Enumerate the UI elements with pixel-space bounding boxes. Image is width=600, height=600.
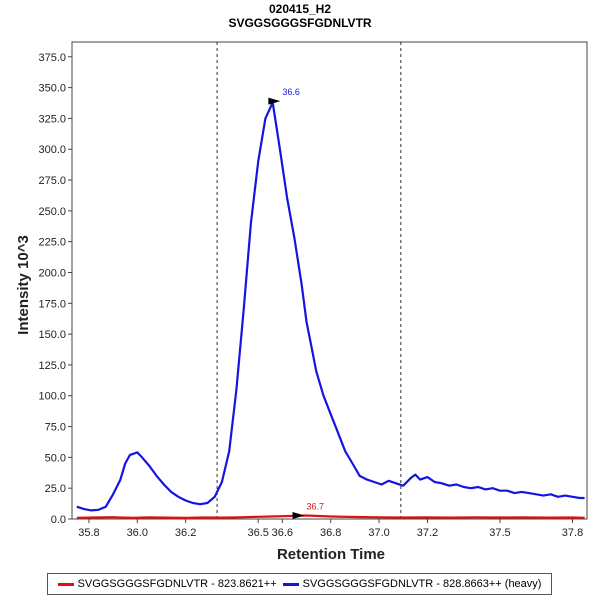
x-tick-label: 37.8 xyxy=(562,527,583,539)
y-tick-label: 250.0 xyxy=(38,206,66,218)
y-tick-label: 175.0 xyxy=(38,298,66,310)
plot-area xyxy=(71,41,588,520)
legend-swatch-light xyxy=(57,582,74,586)
x-tick-label: 36.8 xyxy=(320,527,341,539)
x-axis-title: Retention Time xyxy=(277,546,385,563)
y-tick-label: 150.0 xyxy=(38,329,66,341)
legend-label-heavy: SVGGSGGGSFGDNLVTR - 828.8663++ (heavy) xyxy=(302,578,542,590)
y-tick-label: 325.0 xyxy=(38,113,66,125)
y-axis: 0.0 25.0 50.0 75.0 100.0 125.0 150.0 175.0 200.0… xyxy=(38,52,72,526)
peak-label: 36.6 xyxy=(282,87,300,97)
x-tick-label: 37.0 xyxy=(368,527,389,539)
chart-title: 020415_H2 xyxy=(269,2,331,16)
peak-arrow xyxy=(292,512,305,520)
x-tick-label: 36.5 xyxy=(247,527,268,539)
y-axis-title: Intensity 10^3 xyxy=(15,235,32,335)
y-tick-label: 75.0 xyxy=(45,422,66,434)
peak-label: 36.7 xyxy=(307,502,325,512)
y-tick-label: 300.0 xyxy=(38,144,66,156)
legend: SVGGSGGGSFGDNLVTR - 823.8621++ SVGGSGGGS… xyxy=(47,573,552,595)
y-tick-label: 100.0 xyxy=(38,391,66,403)
integration-boundaries xyxy=(216,42,402,519)
y-tick-label: 25.0 xyxy=(45,483,66,495)
legend-entry-light[interactable]: SVGGSGGGSFGDNLVTR - 823.8621++ xyxy=(57,578,277,590)
y-tick-label: 350.0 xyxy=(38,83,66,95)
y-tick-label: 125.0 xyxy=(38,360,66,372)
legend-swatch-heavy xyxy=(282,582,299,586)
y-tick-label: 200.0 xyxy=(38,267,66,279)
peak-arrow xyxy=(268,97,281,105)
y-tick-label: 375.0 xyxy=(38,52,66,64)
x-tick-label: 35.8 xyxy=(78,527,99,539)
x-tick-label: 36.2 xyxy=(175,527,196,539)
y-tick-label: 0.0 xyxy=(51,514,66,526)
legend-label-light: SVGGSGGGSFGDNLVTR - 823.8621++ xyxy=(77,578,277,590)
legend-entry-heavy[interactable]: SVGGSGGGSFGDNLVTR - 828.8663++ (heavy) xyxy=(282,578,542,590)
x-tick-label: 36.6 xyxy=(272,527,293,539)
y-tick-label: 225.0 xyxy=(38,237,66,249)
x-tick-label: 37.5 xyxy=(489,527,510,539)
y-tick-label: 275.0 xyxy=(38,175,66,187)
x-axis: 35.8 36.0 36.2 36.5 36.6 36.8 37.0 37.2 37.5 37.8 xyxy=(78,519,583,539)
y-tick-label: 50.0 xyxy=(45,452,66,464)
chromatogram-chart: 020415_H2 SVGGSGGGSFGDNLVTR 0.0 25.0 50.0 7… xyxy=(15,2,588,563)
chart-subtitle: SVGGSGGGSFGDNLVTR xyxy=(228,16,371,30)
x-tick-label: 37.2 xyxy=(417,527,438,539)
x-tick-label: 36.0 xyxy=(127,527,148,539)
peak-annotations: 36.6 36.7 xyxy=(268,87,325,520)
series-line-1 xyxy=(76,101,585,512)
